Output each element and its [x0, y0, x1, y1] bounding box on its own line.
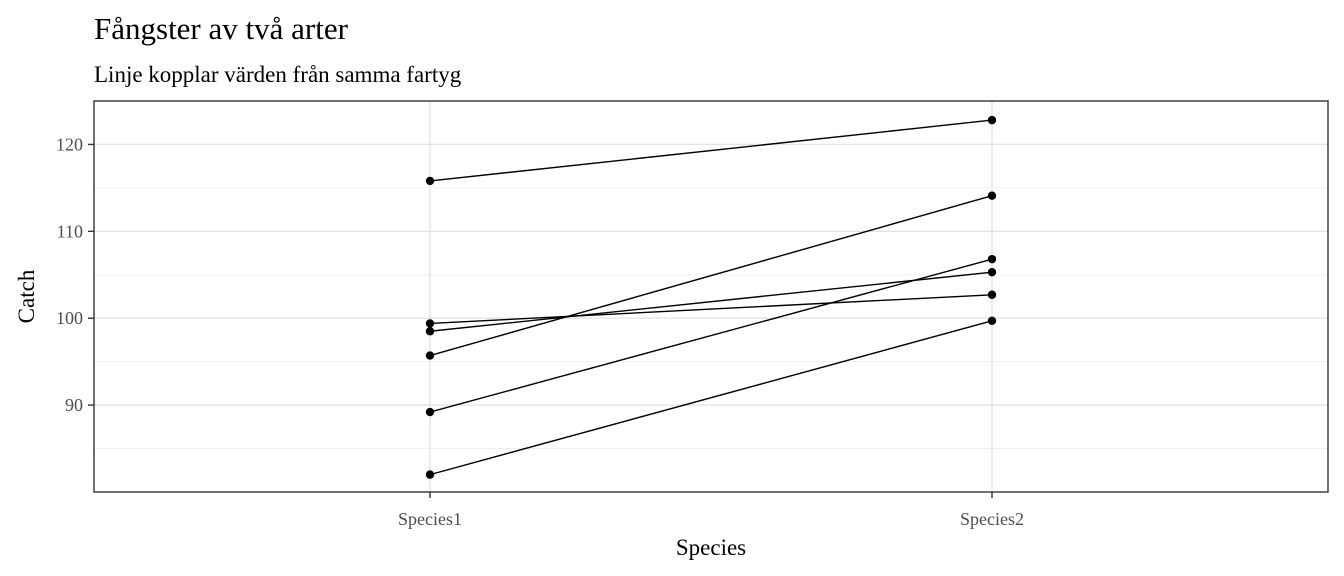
x-tick-label: Species2 [960, 509, 1024, 529]
data-point [987, 316, 997, 326]
data-point [987, 191, 997, 200]
series-vessel-5 [425, 254, 997, 417]
data-point [987, 115, 997, 125]
data-point [425, 176, 435, 186]
x-tick-label: Species1 [398, 509, 462, 529]
series-line [429, 271, 993, 332]
series-vessel-6 [425, 316, 997, 479]
data-point [425, 407, 435, 417]
series-line [429, 320, 993, 476]
data-point [987, 267, 997, 277]
series-line [429, 258, 993, 413]
series-vessel-3 [425, 267, 997, 336]
y-tick-label: 90 [65, 395, 83, 415]
series-vessel-2 [425, 290, 997, 328]
series-vessel-4 [425, 191, 997, 360]
series-line [429, 294, 993, 325]
data-point [425, 327, 435, 336]
chart-title: Fångster av två arter [94, 11, 349, 46]
series-vessel-1 [425, 115, 997, 186]
x-axis-title: Species [676, 535, 746, 560]
data-point [425, 351, 435, 360]
y-axis-title: Catch [14, 269, 39, 323]
y-tick-label: 110 [57, 221, 83, 241]
y-tick-label: 120 [56, 134, 83, 154]
axes: 90 100 110 120 Species1 Species2 [56, 134, 1024, 529]
series-line [429, 119, 993, 182]
chart-subtitle: Linje kopplar värden från samma fartyg [94, 62, 462, 87]
panel-border [93, 100, 1329, 493]
series-line [429, 195, 993, 357]
data-point [425, 470, 435, 479]
data-point [987, 254, 997, 264]
grid [94, 100, 1328, 492]
data-point [425, 319, 435, 328]
series-group [425, 115, 997, 479]
data-point [987, 290, 997, 299]
y-tick-label: 100 [56, 308, 83, 328]
